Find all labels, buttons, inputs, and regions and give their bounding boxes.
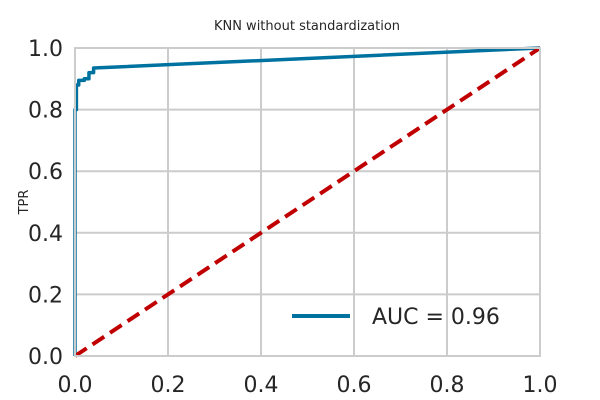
legend: AUC = 0.96 (292, 305, 500, 330)
y-tick-label: 0.4 (28, 222, 63, 247)
y-tick-label: 0.2 (28, 283, 63, 308)
chance-diagonal-line (73, 46, 542, 358)
x-tick-label: 0.2 (151, 373, 186, 398)
chart-title: KNN without standardization (214, 19, 400, 34)
y-tick-label: 0.0 (28, 345, 63, 370)
y-axis-label: TPR (17, 190, 32, 216)
roc-curve-line (73, 46, 541, 356)
x-tick-label: 0.8 (430, 373, 465, 398)
y-tick-label: 0.8 (28, 99, 63, 124)
y-axis-ticks: 0.0 0.2 0.4 0.6 0.8 1.0 (28, 37, 63, 370)
plot-frame (74, 47, 541, 357)
legend-label-auc: AUC = 0.96 (372, 305, 500, 330)
x-tick-label: 1.0 (523, 373, 558, 398)
series-layer (73, 46, 542, 358)
x-tick-label: 0.4 (244, 373, 279, 398)
y-tick-label: 0.6 (28, 160, 63, 185)
x-tick-label: 0.6 (337, 373, 372, 398)
x-tick-label: 0.0 (58, 373, 93, 398)
x-axis-ticks: 0.0 0.2 0.4 0.6 0.8 1.0 (58, 373, 558, 398)
y-tick-label: 1.0 (28, 37, 63, 62)
